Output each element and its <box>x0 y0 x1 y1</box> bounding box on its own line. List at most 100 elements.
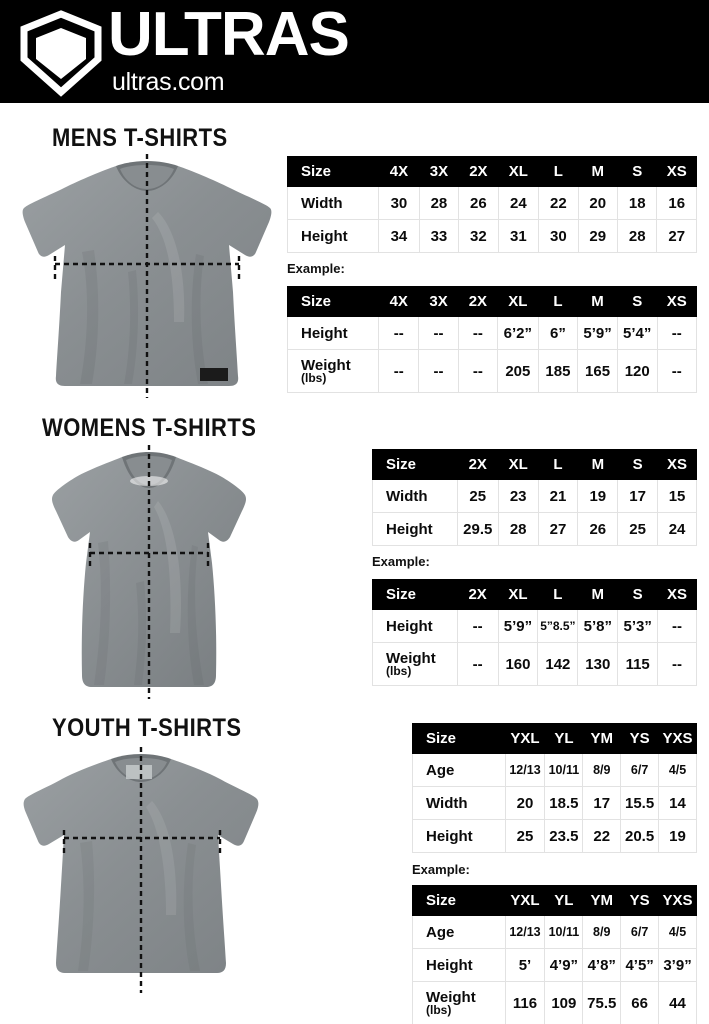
table-row: Height 34 33 32 31 30 29 28 27 <box>286 219 697 253</box>
column-header: 4X <box>378 156 420 187</box>
table-cell: 16 <box>656 186 697 220</box>
column-header: YXL <box>504 885 546 916</box>
womens-size-table: Size 2X XL L M S XS Width 25 23 21 19 17… <box>372 449 697 546</box>
column-header: XS <box>656 286 698 317</box>
youth-size-table: Size YXL YL YM YS YXS Age 12/13 10/11 8/… <box>412 723 697 853</box>
table-header-row: Size 2X XL L M S XS <box>372 449 697 480</box>
table-row: Height 25 23.5 22 20.5 19 <box>412 819 697 853</box>
column-header: Size <box>412 885 506 916</box>
column-header: YL <box>544 723 584 754</box>
table-cell: 20.5 <box>620 819 660 853</box>
section-title-mens: MENS T-SHIRTS <box>52 124 228 152</box>
column-header: YL <box>544 885 584 916</box>
table-header-row: Size YXL YL YM YS YXS <box>412 885 697 916</box>
table-cell: 23 <box>497 479 539 513</box>
column-header: XL <box>497 449 539 480</box>
table-row: Age 12/13 10/11 8/9 6/7 4/5 <box>412 915 697 949</box>
row-label: Height <box>286 219 380 253</box>
table-cell: 25 <box>504 819 546 853</box>
table-cell: 4’5” <box>620 948 660 982</box>
table-header-row: Size YXL YL YM YS YXS <box>412 723 697 754</box>
table-cell: -- <box>418 349 459 393</box>
table-cell: 26 <box>458 186 499 220</box>
table-cell: 5’8” <box>577 609 619 643</box>
table-cell: -- <box>656 349 698 393</box>
table-row: Age 12/13 10/11 8/9 6/7 4/5 <box>412 753 697 787</box>
table-row: Width 30 28 26 24 22 20 18 16 <box>286 186 697 220</box>
row-label: Height <box>412 948 506 982</box>
column-header: L <box>537 449 579 480</box>
youth-example-label: Example: <box>412 862 470 877</box>
column-header: XS <box>656 156 697 187</box>
column-header: YXL <box>504 723 546 754</box>
table-cell: 5’9” <box>497 609 539 643</box>
table-cell: 10/11 <box>544 915 584 949</box>
mens-example-label: Example: <box>287 261 345 276</box>
section-title-womens: WOMENS T-SHIRTS <box>42 414 257 442</box>
column-header: L <box>537 579 579 610</box>
table-cell: 8/9 <box>582 753 622 787</box>
row-label: Height <box>412 819 506 853</box>
table-cell: 6’2” <box>497 316 539 350</box>
table-cell: 18.5 <box>544 786 584 820</box>
table-cell: 22 <box>582 819 622 853</box>
row-label: Weight (lbs) <box>412 981 506 1024</box>
table-cell: -- <box>657 642 697 686</box>
table-cell: 10/11 <box>544 753 584 787</box>
table-cell: -- <box>656 316 698 350</box>
column-header: Size <box>286 156 380 187</box>
table-cell: 4’8” <box>582 948 622 982</box>
table-cell: 4/5 <box>658 753 697 787</box>
row-label: Width <box>412 786 506 820</box>
youth-example-table: Size YXL YL YM YS YXS Age 12/13 10/11 8/… <box>412 885 697 1024</box>
column-header: YM <box>582 885 622 916</box>
table-cell: -- <box>457 349 499 393</box>
table-cell: 12/13 <box>504 915 546 949</box>
table-cell: -- <box>457 316 499 350</box>
table-header-row: Size 2X XL L M S XS <box>372 579 697 610</box>
table-cell: 22 <box>538 186 579 220</box>
column-header: YS <box>620 723 660 754</box>
table-cell: -- <box>456 642 499 686</box>
table-cell: 5’9” <box>577 316 618 350</box>
column-header: XL <box>497 286 539 317</box>
table-cell: 6/7 <box>620 915 660 949</box>
womens-example-table: Size 2X XL L M S XS Height -- 5’9” 5”8.5… <box>372 579 697 686</box>
table-cell: 3’9” <box>658 948 697 982</box>
table-cell: 4/5 <box>658 915 697 949</box>
table-cell: 115 <box>617 642 659 686</box>
column-header: XS <box>657 449 697 480</box>
table-cell: -- <box>378 316 420 350</box>
table-row: Width 20 18.5 17 15.5 14 <box>412 786 697 820</box>
column-header: 4X <box>378 286 420 317</box>
table-cell: -- <box>418 316 459 350</box>
table-cell: 23.5 <box>544 819 584 853</box>
table-cell: 116 <box>504 981 546 1024</box>
table-cell: 12/13 <box>504 753 546 787</box>
column-header: Size <box>372 579 458 610</box>
row-label: Age <box>412 915 506 949</box>
column-header: 2X <box>458 156 499 187</box>
table-cell: 205 <box>497 349 539 393</box>
table-cell: 19 <box>577 479 619 513</box>
row-label: Weight (lbs) <box>372 642 458 686</box>
column-header: M <box>577 449 619 480</box>
column-header: S <box>617 449 659 480</box>
table-cell: 165 <box>577 349 618 393</box>
row-label: Height <box>372 512 458 546</box>
table-cell: 20 <box>504 786 546 820</box>
brand-wordmark: ULTRAS <box>108 0 350 69</box>
table-cell: 27 <box>656 219 697 253</box>
column-header: Size <box>372 449 458 480</box>
table-row: Weight (lbs) -- -- -- 205 185 165 120 -- <box>286 349 698 393</box>
table-cell: 32 <box>458 219 499 253</box>
column-header: 3X <box>418 156 460 187</box>
table-cell: 17 <box>617 479 659 513</box>
row-label: Width <box>372 479 458 513</box>
pentagon-shield-logo-icon <box>17 9 105 97</box>
table-cell: 8/9 <box>582 915 622 949</box>
row-label: Weight (lbs) <box>286 349 380 393</box>
column-header: 2X <box>457 286 499 317</box>
brand-url: ultras.com <box>112 68 225 96</box>
table-cell: 25 <box>617 512 659 546</box>
